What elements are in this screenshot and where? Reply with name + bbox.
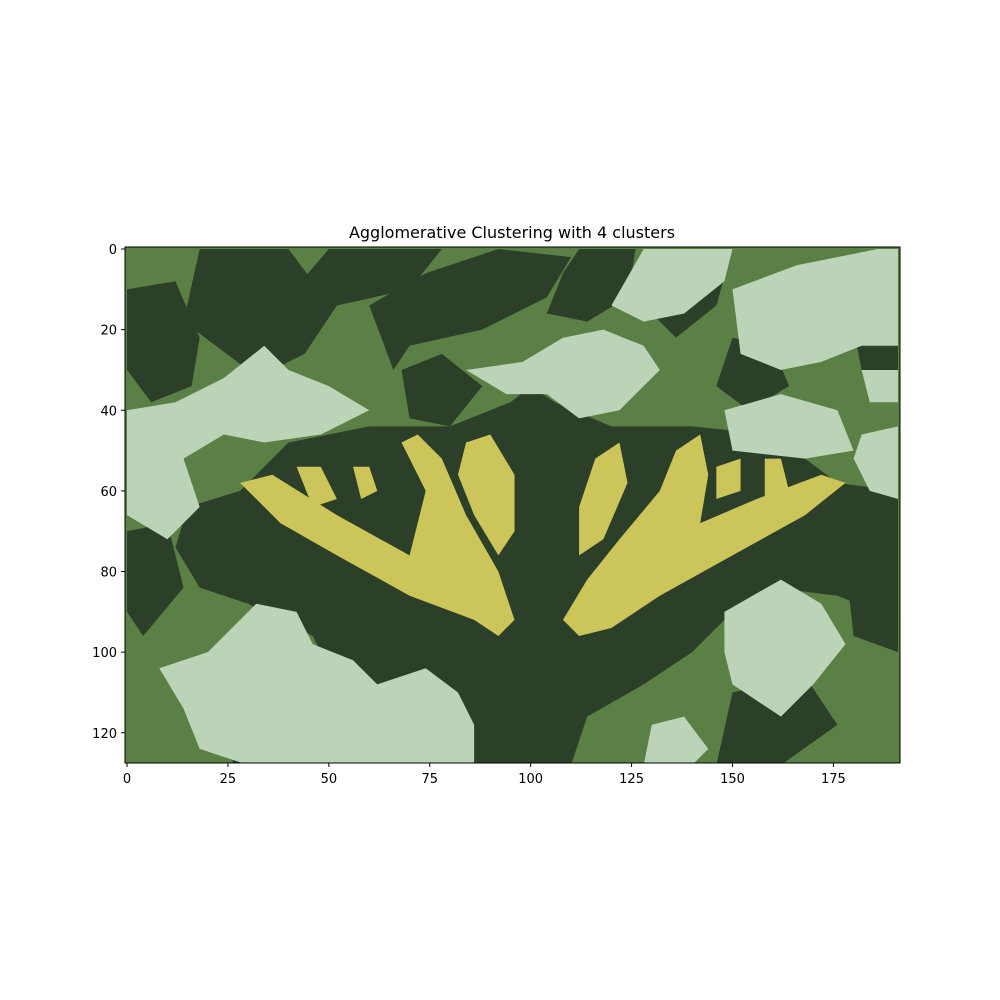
cluster-regions xyxy=(127,249,898,763)
x-axis: 0 25 50 75 100 125 150 175 xyxy=(123,763,846,787)
cluster-2-region xyxy=(611,249,733,322)
cluster-2-region xyxy=(159,603,475,763)
cluster-0-region xyxy=(837,482,898,653)
cluster-3-region xyxy=(764,458,789,499)
cluster-2-region xyxy=(127,345,370,540)
cluster-3-region xyxy=(240,434,515,637)
cluster-3-region xyxy=(716,458,741,499)
x-tick-label: 50 xyxy=(321,772,338,787)
x-tick-label: 25 xyxy=(220,772,237,787)
cluster-0-region xyxy=(127,281,200,403)
x-tick-label: 150 xyxy=(720,772,745,787)
cluster-3-region xyxy=(296,466,337,508)
cluster-0-region xyxy=(369,249,572,370)
y-tick-label: 120 xyxy=(92,727,117,742)
cluster-0-region xyxy=(401,353,483,427)
x-tick-label: 175 xyxy=(821,772,846,787)
y-tick-label: 60 xyxy=(100,485,117,500)
y-tick-label: 100 xyxy=(92,646,117,661)
y-tick-label: 20 xyxy=(100,324,117,339)
plot-area xyxy=(125,247,900,763)
cluster-2-region xyxy=(861,369,898,403)
cluster-2-region xyxy=(644,716,709,763)
y-tick-label: 0 xyxy=(109,243,117,258)
x-tick-label: 0 xyxy=(123,772,131,787)
cluster-2-region xyxy=(732,249,898,370)
cluster-3-region xyxy=(579,442,628,556)
plot-frame xyxy=(124,246,901,764)
chart-title: Agglomerative Clustering with 4 clusters xyxy=(349,223,675,242)
cluster-2-region xyxy=(853,426,898,499)
x-tick-label: 125 xyxy=(619,772,644,787)
cluster-0-region xyxy=(272,249,442,370)
cluster-3-region xyxy=(458,434,515,556)
x-tick-label: 100 xyxy=(518,772,543,787)
cluster-2-region xyxy=(724,579,846,717)
y-axis: 0 20 40 60 80 100 120 xyxy=(92,243,125,742)
cluster-2-region xyxy=(466,329,660,419)
y-tick-label: 80 xyxy=(100,566,117,581)
x-tick-label: 75 xyxy=(421,772,438,787)
cluster-3-region xyxy=(353,466,378,499)
y-tick-label: 40 xyxy=(100,404,117,419)
cluster-0-region xyxy=(127,523,184,637)
cluster-2-region xyxy=(724,394,854,459)
cluster-3-region xyxy=(562,434,846,637)
cluster-0-region xyxy=(716,676,838,763)
